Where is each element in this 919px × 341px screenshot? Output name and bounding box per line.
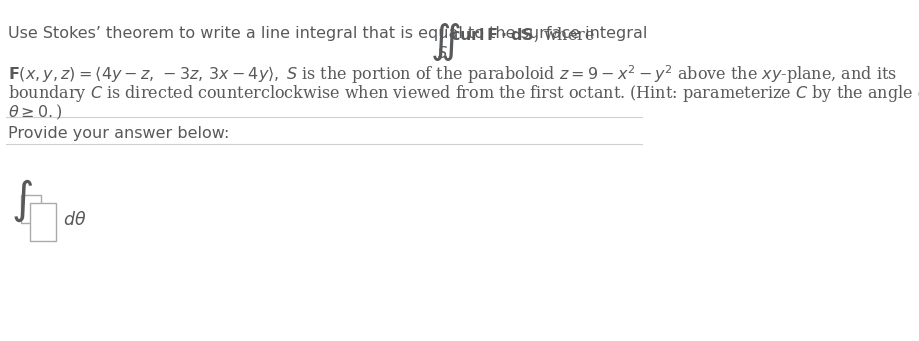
Text: Use Stokes’ theorem to write a line integral that is equal to the surface integr: Use Stokes’ theorem to write a line inte… bbox=[7, 26, 647, 41]
Text: $\int$: $\int$ bbox=[11, 178, 32, 224]
Text: $\mathbf{curl\,F \cdot dS}$, where: $\mathbf{curl\,F \cdot dS}$, where bbox=[450, 26, 595, 44]
Text: boundary $C$ is directed counterclockwise when viewed from the first octant. (Hi: boundary $C$ is directed counterclockwis… bbox=[7, 83, 919, 104]
Text: $d\theta$: $d\theta$ bbox=[63, 211, 86, 229]
Bar bbox=[21, 195, 41, 223]
Bar bbox=[29, 203, 56, 241]
Text: $\mathbf{F}(x,y,z) = \langle 4y-z,\,-3z,\,3x-4y\rangle$$,\;S$ is the portion of : $\mathbf{F}(x,y,z) = \langle 4y-z,\,-3z,… bbox=[7, 63, 897, 86]
Text: $\theta \geq 0.$): $\theta \geq 0.$) bbox=[7, 103, 62, 122]
Text: Provide your answer below:: Provide your answer below: bbox=[7, 126, 229, 141]
Text: $\iint$: $\iint$ bbox=[430, 21, 461, 63]
Text: $S$: $S$ bbox=[437, 45, 448, 61]
